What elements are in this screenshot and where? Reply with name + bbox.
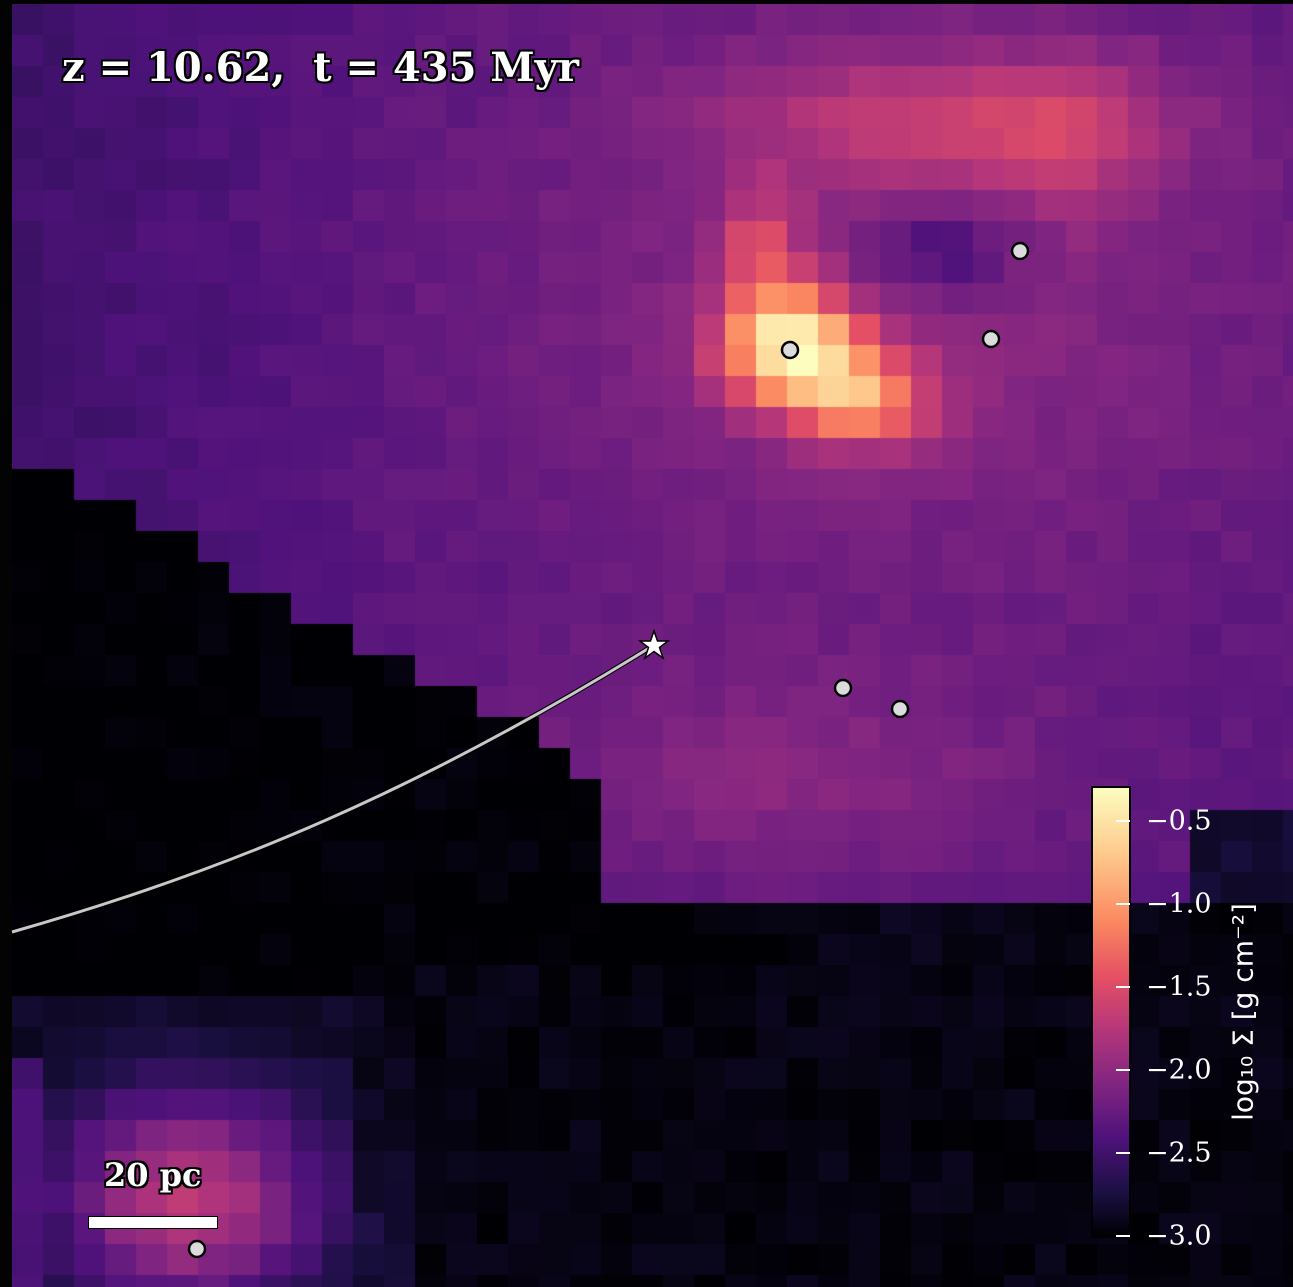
redshift-time-label: z = 10.62, t = 435 Myr bbox=[62, 44, 579, 91]
colorbar-tick-label: −2.5 bbox=[1146, 1137, 1212, 1169]
colorbar-tick-label: −1.5 bbox=[1146, 971, 1212, 1003]
colorbar-tick bbox=[1116, 903, 1130, 906]
colorbar-tick-label: −1.0 bbox=[1146, 888, 1212, 920]
colorbar-tick-label: −2.0 bbox=[1146, 1054, 1212, 1086]
colorbar-tick-label: −0.5 bbox=[1146, 805, 1212, 837]
scale-bar bbox=[88, 1216, 218, 1229]
colorbar-tick bbox=[1116, 1069, 1130, 1072]
colorbar-tick bbox=[1116, 1152, 1130, 1155]
colorbar bbox=[1091, 786, 1131, 1238]
colorbar-tick bbox=[1116, 1235, 1130, 1237]
colorbar-tick bbox=[1116, 986, 1130, 989]
colorbar-label: log₁₀ Σ [g cm⁻²] bbox=[1226, 903, 1260, 1121]
colorbar-tick bbox=[1116, 820, 1130, 823]
scale-bar-label: 20 pc bbox=[104, 1156, 202, 1194]
colorbar-tick-label: −3.0 bbox=[1146, 1220, 1212, 1252]
